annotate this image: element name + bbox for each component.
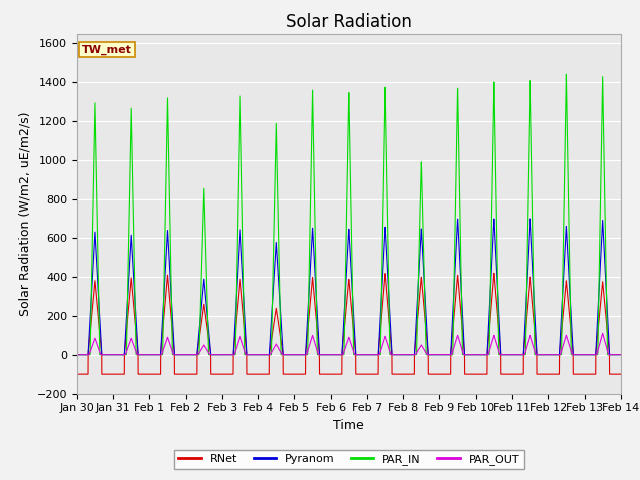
Pyranom <box>502 352 509 358</box>
PAR_OUT <box>73 352 81 358</box>
Pyranom <box>171 352 179 358</box>
RNet <box>73 371 81 377</box>
PAR_OUT <box>440 352 448 358</box>
Pyranom <box>328 352 336 358</box>
PAR_IN <box>328 352 336 358</box>
PAR_OUT <box>616 352 624 358</box>
PAR_IN <box>502 352 509 358</box>
PAR_OUT <box>471 352 479 358</box>
Pyranom <box>73 352 81 358</box>
PAR_IN <box>563 72 570 77</box>
Legend: RNet, Pyranom, PAR_IN, PAR_OUT: RNet, Pyranom, PAR_IN, PAR_OUT <box>174 450 524 469</box>
RNet <box>490 270 498 276</box>
PAR_OUT <box>328 352 336 358</box>
PAR_IN <box>73 352 81 358</box>
PAR_IN <box>440 352 448 358</box>
Pyranom <box>617 352 625 358</box>
X-axis label: Time: Time <box>333 419 364 432</box>
RNet <box>617 371 625 377</box>
Y-axis label: Solar Radiation (W/m2, uE/m2/s): Solar Radiation (W/m2, uE/m2/s) <box>18 111 31 316</box>
PAR_IN <box>471 352 479 358</box>
PAR_IN <box>616 352 624 358</box>
RNet <box>502 371 509 377</box>
PAR_IN <box>617 352 625 358</box>
Line: RNet: RNet <box>77 273 621 374</box>
Line: Pyranom: Pyranom <box>77 219 621 355</box>
PAR_OUT <box>171 352 179 358</box>
RNet <box>471 371 479 377</box>
PAR_OUT <box>617 352 625 358</box>
RNet <box>171 371 179 377</box>
PAR_OUT <box>599 330 607 336</box>
Pyranom <box>616 352 624 358</box>
RNet <box>328 371 336 377</box>
PAR_OUT <box>502 352 509 358</box>
RNet <box>616 371 624 377</box>
PAR_IN <box>171 352 179 358</box>
Line: PAR_OUT: PAR_OUT <box>77 333 621 355</box>
Pyranom <box>471 352 479 358</box>
Line: PAR_IN: PAR_IN <box>77 74 621 355</box>
RNet <box>440 371 448 377</box>
Pyranom <box>440 352 448 358</box>
Pyranom <box>526 216 534 222</box>
Title: Solar Radiation: Solar Radiation <box>286 12 412 31</box>
Text: TW_met: TW_met <box>82 44 132 55</box>
